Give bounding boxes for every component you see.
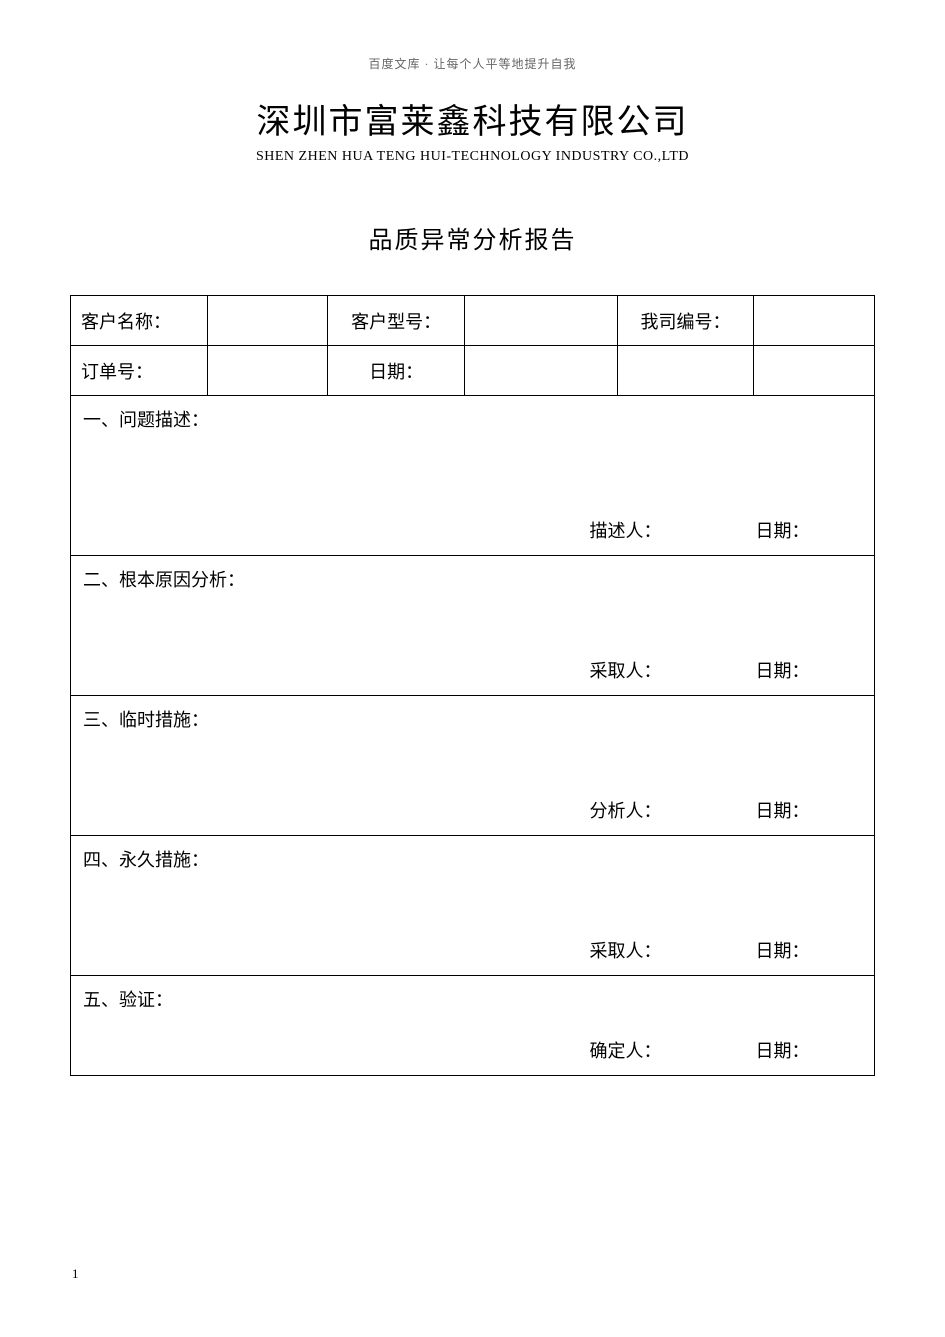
signature-line: 描述人： 日期： [590,517,855,543]
sig-date-label: 日期： [756,1037,810,1063]
sig-person-label: 采取人： [590,657,662,683]
section-title: 二、根本原因分析： [83,566,862,592]
signature-line: 确定人： 日期： [590,1037,855,1063]
company-name-en: SHEN ZHEN HUA TENG HUI-TECHNOLOGY INDUST… [70,149,875,165]
sig-date-label: 日期： [756,797,810,823]
table-row: 客户名称： 客户型号： 我司编号： [71,296,875,346]
customer-model-value [464,296,617,346]
section-permanent-measures: 四、永久措施： 采取人： 日期： [71,836,875,976]
table-row: 二、根本原因分析： 采取人： 日期： [71,556,875,696]
section-root-cause: 二、根本原因分析： 采取人： 日期： [71,556,875,696]
customer-model-label: 客户型号： [328,296,465,346]
section-title: 五、验证： [83,986,862,1012]
order-no-value [207,346,328,396]
section-title: 三、临时措施： [83,706,862,732]
our-ref-label: 我司编号： [617,296,754,346]
blank-cell [754,346,875,396]
our-ref-value [754,296,875,346]
date-label: 日期： [328,346,465,396]
signature-line: 采取人： 日期： [590,937,855,963]
sig-person-label: 采取人： [590,937,662,963]
table-row: 一、问题描述： 描述人： 日期： [71,396,875,556]
sig-person-label: 确定人： [590,1037,662,1063]
signature-line: 采取人： 日期： [590,657,855,683]
sig-person-label: 分析人： [590,797,662,823]
order-no-label: 订单号： [71,346,208,396]
sig-date-label: 日期： [756,657,810,683]
source-tag: 百度文库 · 让每个人平等地提升自我 [70,55,875,72]
table-row: 五、验证： 确定人： 日期： [71,976,875,1076]
sig-date-label: 日期： [756,937,810,963]
section-title: 一、问题描述： [83,406,862,432]
report-form-table: 客户名称： 客户型号： 我司编号： 订单号： 日期： 一、问题描述： 描述人： … [70,295,875,1076]
customer-name-label: 客户名称： [71,296,208,346]
date-value [464,346,617,396]
sig-date-label: 日期： [756,517,810,543]
section-temporary-measures: 三、临时措施： 分析人： 日期： [71,696,875,836]
page-number: 1 [72,1266,79,1282]
table-row: 四、永久措施： 采取人： 日期： [71,836,875,976]
section-title: 四、永久措施： [83,846,862,872]
customer-name-value [207,296,328,346]
table-row: 三、临时措施： 分析人： 日期： [71,696,875,836]
company-name-cn: 深圳市富莱鑫科技有限公司 [70,94,875,143]
table-row: 订单号： 日期： [71,346,875,396]
sig-person-label: 描述人： [590,517,662,543]
report-title: 品质异常分析报告 [70,220,875,255]
signature-line: 分析人： 日期： [590,797,855,823]
blank-cell [617,346,754,396]
section-problem-description: 一、问题描述： 描述人： 日期： [71,396,875,556]
section-verification: 五、验证： 确定人： 日期： [71,976,875,1076]
